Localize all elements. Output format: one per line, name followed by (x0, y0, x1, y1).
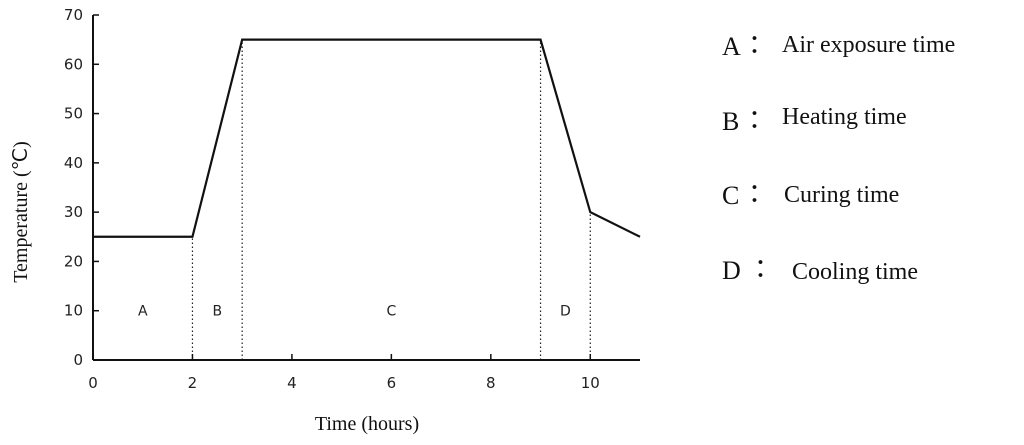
y-tick-label: 60 (64, 55, 83, 73)
x-tick-label: 6 (387, 374, 397, 392)
phase-label: A (138, 304, 148, 320)
temperature-profile-line (93, 38, 641, 238)
legend-text: Cooling time (792, 259, 918, 285)
legend-separator: ： (748, 30, 774, 59)
x-tick-label: 0 (88, 374, 98, 392)
legend-key: C (722, 181, 739, 210)
y-tick-label: 0 (73, 351, 83, 369)
y-tick-label: 20 (64, 252, 83, 270)
legend-item-a: A ： Air exposure time (722, 30, 955, 61)
x-tick-label: 10 (581, 374, 600, 392)
x-tick-label: 8 (486, 374, 496, 392)
y-axis-title: Temperature (℃) (10, 141, 32, 283)
y-tick-label: 40 (64, 154, 83, 172)
y-tick-label: 30 (64, 203, 83, 221)
legend-separator: ： (748, 105, 774, 134)
x-tick-label: 4 (287, 374, 297, 392)
legend-key: A (722, 32, 741, 61)
phase-label: D (560, 304, 571, 320)
x-tick-label: 2 (188, 374, 198, 392)
phase-label: B (213, 304, 223, 320)
y-tick-label: 50 (64, 105, 83, 123)
legend-item-d: D ： Cooling time (722, 254, 918, 285)
legend-text: Air exposure time (782, 32, 955, 58)
legend-key: D (722, 256, 741, 285)
legend-item-b: B ： Heating time (722, 104, 907, 136)
x-axis-title: Time (hours) (315, 413, 419, 435)
phase-label: C (386, 304, 396, 320)
y-tick-label: 10 (64, 302, 83, 320)
legend-text: Heating time (782, 104, 907, 130)
legend-text: Curing time (784, 182, 899, 208)
legend-separator: ： (748, 179, 774, 208)
legend-item-c: C ： Curing time (722, 179, 899, 210)
legend-key: B (722, 107, 739, 136)
legend: A ： Air exposure time B ： Heating time C… (722, 30, 955, 285)
plot-area: 0 10 20 30 40 50 60 70 0 2 4 6 8 10 A B C D (64, 6, 641, 392)
legend-separator: ： (754, 254, 780, 283)
y-tick-label: 70 (64, 6, 83, 24)
